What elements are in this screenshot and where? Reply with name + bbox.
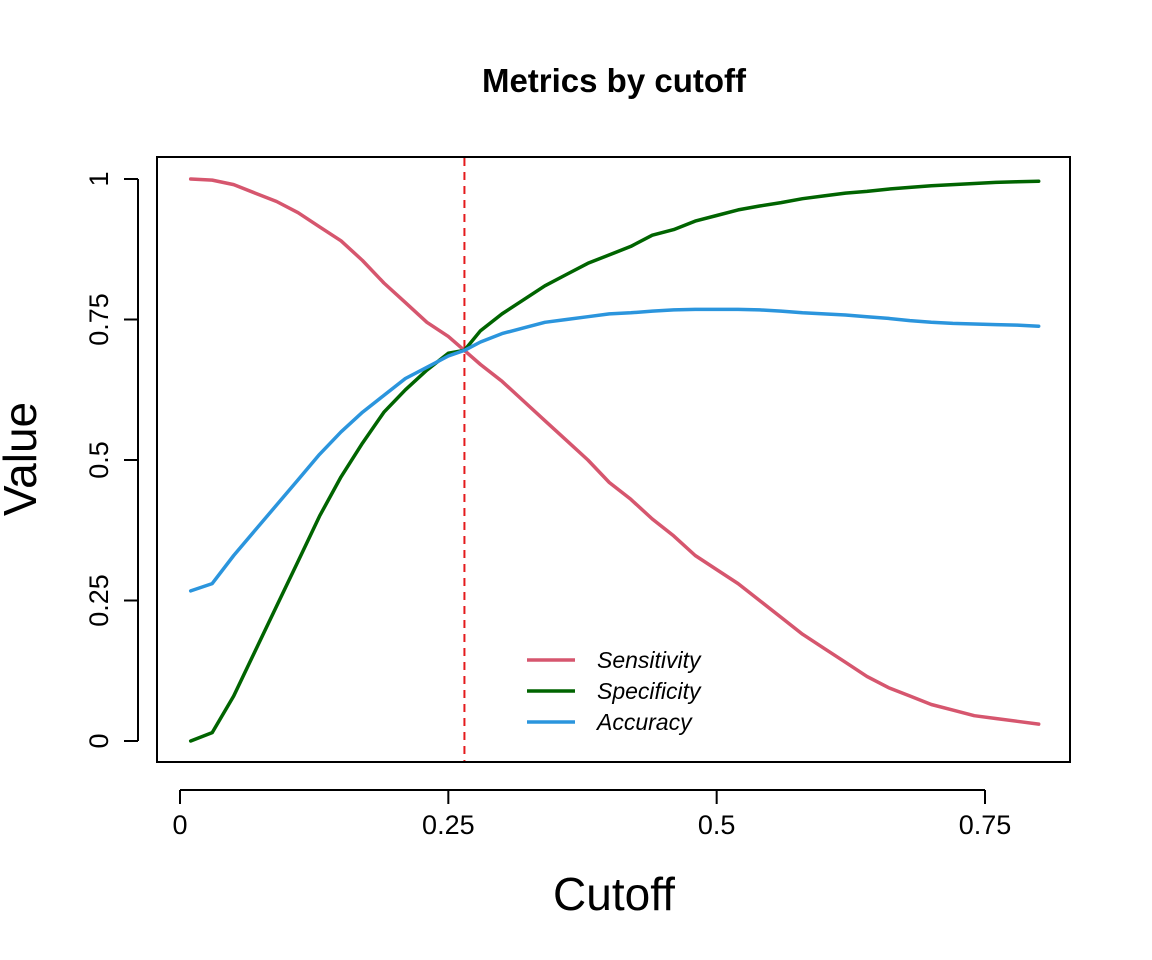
- y-tick-label: 0.25: [84, 574, 114, 627]
- x-tick-label: 0.25: [422, 810, 475, 840]
- series-line-sensitivity: [188, 177, 1041, 726]
- chart-title: Metrics by cutoff: [482, 62, 747, 99]
- x-tick-label: 0.75: [959, 810, 1012, 840]
- plot-frame: [156, 156, 1071, 763]
- series-line-specificity: [188, 179, 1041, 743]
- y-tick-label: 0.5: [84, 441, 114, 479]
- y-tick-label: 0.75: [84, 293, 114, 346]
- legend-label-specificity: Specificity: [597, 678, 702, 704]
- x-axis: 0 0.25 0.5 0.75: [172, 789, 1012, 840]
- series-line-accuracy: [188, 307, 1041, 593]
- series-layer: [188, 177, 1041, 743]
- y-tick-label: 1: [84, 171, 114, 186]
- x-tick-label: 0.5: [698, 810, 736, 840]
- x-axis-title: Cutoff: [553, 868, 675, 920]
- y-axis-title: Value: [0, 402, 46, 516]
- y-tick-label: 0: [84, 733, 114, 748]
- legend: Sensitivity Specificity Accuracy: [527, 647, 702, 735]
- x-tick-label: 0: [172, 810, 187, 840]
- y-axis: 0 0.25 0.5 0.75 1: [84, 171, 139, 749]
- legend-label-sensitivity: Sensitivity: [597, 647, 702, 673]
- legend-label-accuracy: Accuracy: [595, 709, 693, 735]
